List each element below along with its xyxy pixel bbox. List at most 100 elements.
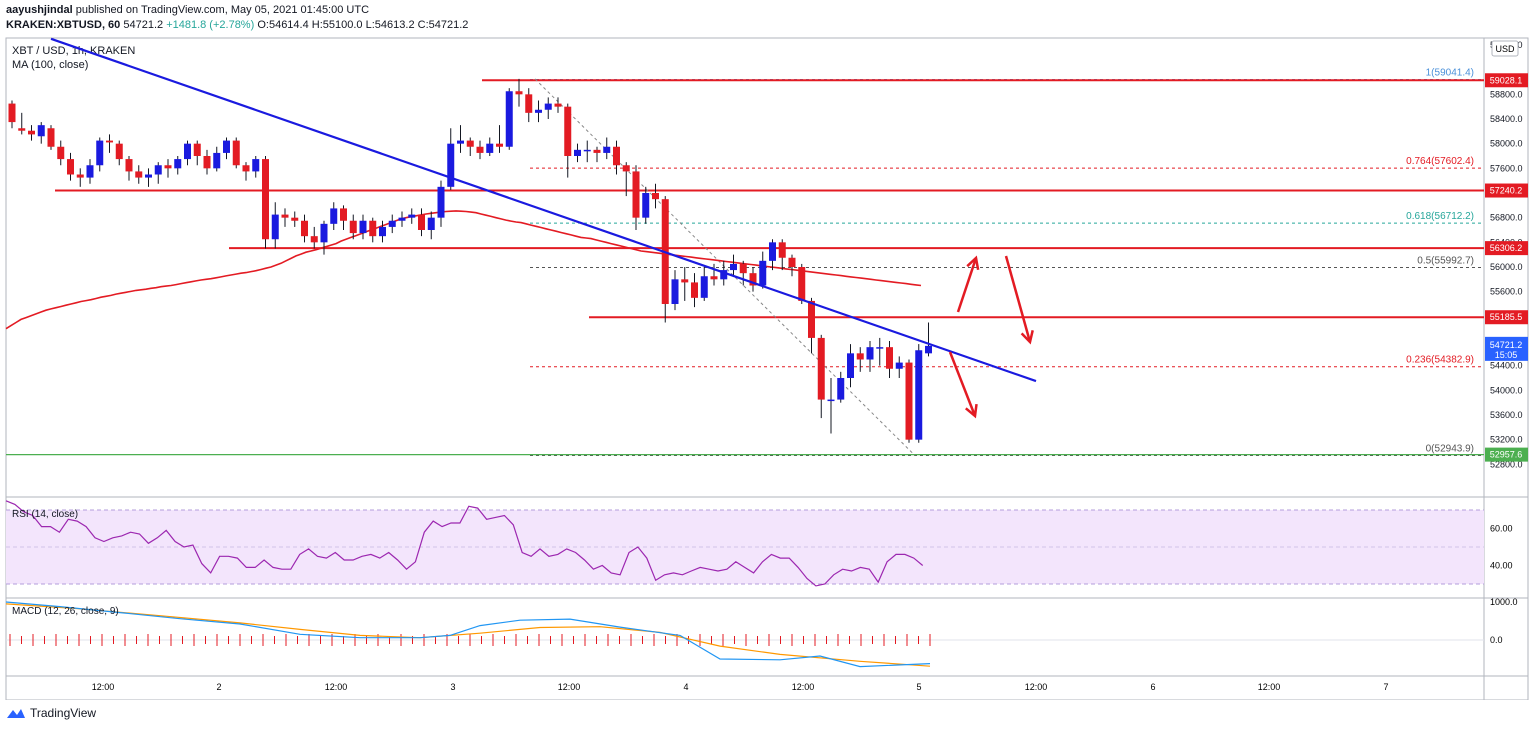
- candle-body[interactable]: [700, 276, 708, 298]
- candle-body[interactable]: [554, 103, 562, 107]
- candle-body[interactable]: [778, 242, 786, 258]
- candle-body[interactable]: [145, 174, 152, 178]
- price-badge-label: 55185.5: [1490, 312, 1523, 322]
- candle-body[interactable]: [652, 193, 659, 200]
- candle-body[interactable]: [808, 300, 815, 338]
- candle-body[interactable]: [37, 125, 45, 137]
- candle-body[interactable]: [447, 143, 455, 187]
- candle-body[interactable]: [681, 279, 689, 283]
- candle-body[interactable]: [739, 263, 747, 274]
- candle-body[interactable]: [57, 146, 65, 160]
- candle-body[interactable]: [905, 362, 913, 440]
- candle-body[interactable]: [193, 143, 201, 156]
- candle-body[interactable]: [866, 347, 874, 360]
- candle-body[interactable]: [174, 159, 182, 169]
- candle-body[interactable]: [232, 140, 240, 166]
- candle-body[interactable]: [876, 347, 884, 349]
- candle-body[interactable]: [252, 159, 260, 172]
- candle-body[interactable]: [291, 217, 299, 221]
- candle-body[interactable]: [593, 149, 601, 153]
- candle-body[interactable]: [613, 146, 620, 166]
- candle-body[interactable]: [271, 214, 279, 240]
- candle-body[interactable]: [203, 156, 211, 169]
- candle-body[interactable]: [710, 276, 718, 280]
- candle-body[interactable]: [730, 263, 737, 271]
- candle-body[interactable]: [96, 140, 104, 166]
- candle-body[interactable]: [603, 146, 611, 153]
- candle-body[interactable]: [8, 103, 16, 123]
- candle-body[interactable]: [213, 152, 221, 169]
- candle-body[interactable]: [320, 223, 328, 243]
- candle-body[interactable]: [622, 165, 630, 172]
- candle-body[interactable]: [837, 378, 845, 400]
- candle-body[interactable]: [476, 146, 484, 153]
- candle-body[interactable]: [242, 165, 250, 172]
- candle-body[interactable]: [262, 159, 269, 240]
- candle-body[interactable]: [67, 159, 74, 175]
- candle-body[interactable]: [915, 350, 923, 440]
- candle-body[interactable]: [301, 220, 308, 237]
- candle-body[interactable]: [505, 91, 513, 147]
- candle-body[interactable]: [427, 217, 435, 230]
- candle-body[interactable]: [817, 337, 825, 400]
- candle-body[interactable]: [135, 171, 143, 178]
- candle-body[interactable]: [223, 140, 230, 153]
- candle-body[interactable]: [28, 130, 35, 135]
- candle-body[interactable]: [642, 193, 650, 218]
- candle-body[interactable]: [388, 220, 396, 227]
- candle-body[interactable]: [886, 347, 893, 369]
- candle-body[interactable]: [437, 186, 445, 218]
- candle-body[interactable]: [583, 149, 591, 152]
- candle-body[interactable]: [369, 220, 377, 237]
- candle-body[interactable]: [486, 143, 494, 153]
- candle-body[interactable]: [691, 282, 698, 298]
- candle-body[interactable]: [827, 399, 835, 402]
- candle-body[interactable]: [895, 362, 903, 369]
- candle-body[interactable]: [535, 109, 542, 113]
- candle-body[interactable]: [281, 214, 289, 218]
- candle-body[interactable]: [788, 257, 796, 267]
- candle-body[interactable]: [115, 143, 123, 160]
- candle-body[interactable]: [759, 260, 767, 286]
- candle-body[interactable]: [632, 171, 640, 218]
- candle-body[interactable]: [18, 128, 26, 131]
- candle-body[interactable]: [398, 217, 406, 221]
- close-value: 54721.2: [428, 19, 469, 31]
- candle-body[interactable]: [564, 106, 572, 156]
- candle-body[interactable]: [330, 208, 338, 224]
- candle-body[interactable]: [184, 143, 191, 160]
- candle-body[interactable]: [574, 149, 581, 156]
- candle-body[interactable]: [769, 242, 776, 261]
- author-name[interactable]: aayushjindal: [6, 4, 73, 16]
- candle-body[interactable]: [544, 103, 552, 110]
- candle-body[interactable]: [106, 140, 113, 143]
- candle-body[interactable]: [408, 214, 416, 218]
- candle-body[interactable]: [798, 267, 806, 301]
- candle-body[interactable]: [125, 159, 133, 172]
- candle-body[interactable]: [349, 220, 357, 234]
- candle-body[interactable]: [856, 353, 864, 360]
- candle-body[interactable]: [47, 128, 55, 147]
- candle-body[interactable]: [154, 165, 162, 175]
- candle-body[interactable]: [457, 140, 464, 144]
- candle-body[interactable]: [418, 214, 425, 230]
- candle-body[interactable]: [340, 208, 347, 221]
- candle-body[interactable]: [466, 140, 474, 147]
- candle-body[interactable]: [925, 345, 932, 354]
- candle-body[interactable]: [671, 279, 679, 304]
- candle-body[interactable]: [76, 174, 84, 178]
- candle-body[interactable]: [496, 143, 503, 147]
- candle-body[interactable]: [515, 91, 523, 95]
- candle-body[interactable]: [359, 220, 367, 234]
- descending-trendline[interactable]: [50, 37, 1037, 383]
- candle-body[interactable]: [525, 94, 533, 113]
- candle-body[interactable]: [749, 273, 757, 286]
- candle-body[interactable]: [86, 165, 94, 178]
- candle-body[interactable]: [847, 353, 854, 378]
- candle-body[interactable]: [379, 226, 386, 237]
- candle-body[interactable]: [164, 165, 172, 169]
- candle-body[interactable]: [720, 270, 728, 280]
- candle-body[interactable]: [310, 236, 318, 243]
- currency-button[interactable]: [1491, 40, 1519, 57]
